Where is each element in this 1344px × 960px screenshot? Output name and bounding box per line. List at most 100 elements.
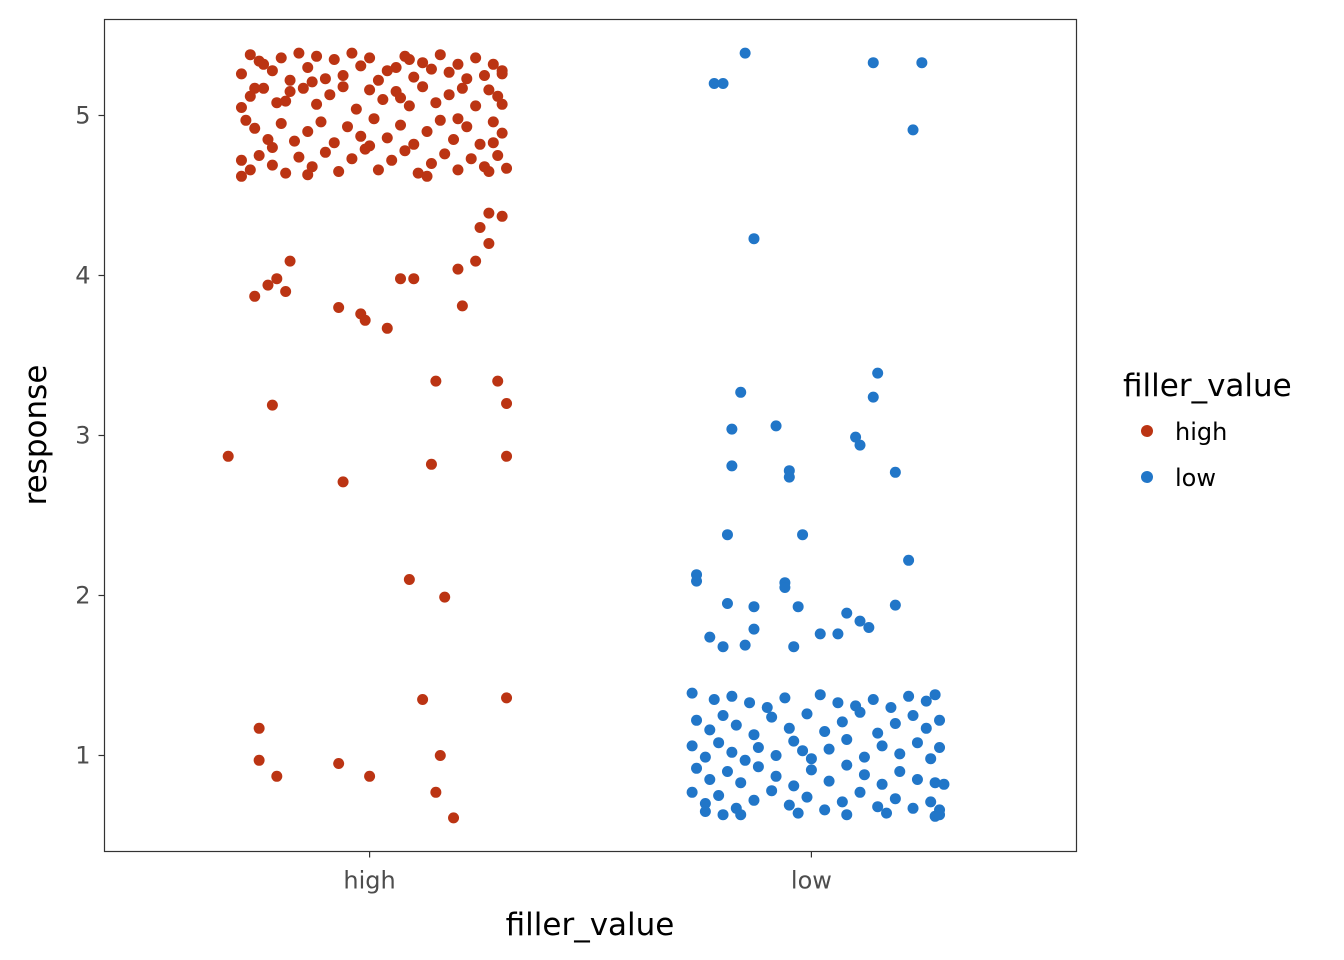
data-point-high bbox=[496, 98, 508, 110]
data-point-high bbox=[478, 70, 490, 81]
data-point-low bbox=[916, 57, 928, 69]
data-point-high bbox=[311, 98, 323, 110]
data-point-low bbox=[708, 78, 720, 89]
data-point-high bbox=[403, 100, 415, 112]
data-point-low bbox=[929, 777, 941, 789]
data-point-high bbox=[271, 97, 283, 109]
data-point-high bbox=[271, 770, 283, 782]
data-point-low bbox=[748, 233, 760, 245]
data-point-high bbox=[381, 322, 393, 334]
data-point-high bbox=[408, 71, 420, 83]
data-point-high bbox=[368, 113, 380, 125]
data-point-low bbox=[867, 391, 879, 403]
data-point-low bbox=[836, 716, 848, 728]
data-point-high bbox=[297, 82, 309, 94]
data-point-high bbox=[461, 73, 473, 85]
data-point-low bbox=[863, 622, 875, 633]
data-point-low bbox=[889, 718, 901, 729]
data-point-high bbox=[492, 375, 504, 387]
data-point-low bbox=[739, 639, 751, 651]
data-point-high bbox=[487, 58, 499, 70]
data-point-low bbox=[704, 724, 716, 736]
data-point-low bbox=[713, 737, 725, 749]
data-point-low bbox=[691, 575, 703, 587]
data-point-low bbox=[814, 689, 826, 701]
data-point-low bbox=[805, 764, 817, 776]
data-point-low bbox=[841, 607, 853, 619]
data-point-low bbox=[691, 762, 703, 774]
x-tick-label: high bbox=[343, 867, 395, 895]
data-point-high bbox=[249, 122, 261, 134]
data-point-low bbox=[726, 746, 738, 758]
legend-title: filler_value bbox=[1123, 368, 1292, 404]
data-point-high bbox=[430, 97, 442, 109]
data-point-low bbox=[717, 809, 729, 821]
data-point-high bbox=[403, 574, 415, 585]
data-point-high bbox=[461, 121, 473, 133]
data-point-high bbox=[244, 164, 256, 176]
data-point-high bbox=[337, 476, 349, 488]
data-point-low bbox=[841, 759, 853, 771]
data-point-high bbox=[328, 54, 340, 65]
data-point-low bbox=[717, 641, 729, 653]
data-point-high bbox=[306, 161, 318, 173]
data-point-low bbox=[788, 780, 800, 792]
data-point-high bbox=[346, 47, 358, 59]
data-point-low bbox=[938, 778, 950, 790]
data-point-low bbox=[920, 695, 932, 707]
data-point-high bbox=[342, 121, 353, 133]
data-point-low bbox=[832, 628, 844, 640]
data-point-high bbox=[235, 154, 247, 166]
legend-key-high bbox=[1141, 425, 1153, 437]
data-point-low bbox=[717, 78, 729, 89]
data-point-high bbox=[448, 134, 460, 145]
data-point-high bbox=[262, 134, 274, 145]
data-point-high bbox=[452, 113, 464, 125]
data-point-low bbox=[885, 702, 897, 713]
data-point-low bbox=[730, 719, 742, 731]
data-point-low bbox=[783, 722, 795, 734]
data-point-low bbox=[752, 742, 764, 753]
data-point-low bbox=[832, 697, 844, 709]
data-point-high bbox=[324, 89, 336, 101]
data-point-low bbox=[854, 439, 866, 451]
data-point-high bbox=[253, 150, 265, 161]
data-point-high bbox=[456, 300, 468, 312]
data-point-high bbox=[235, 102, 247, 113]
data-point-high bbox=[465, 153, 477, 165]
data-point-low bbox=[854, 786, 866, 798]
data-point-high bbox=[266, 142, 278, 153]
data-point-high bbox=[275, 52, 287, 64]
data-point-high bbox=[417, 694, 429, 705]
data-point-low bbox=[858, 751, 870, 763]
data-point-high bbox=[417, 81, 429, 93]
data-point-high bbox=[293, 151, 305, 163]
data-point-low bbox=[925, 796, 937, 808]
data-point-low bbox=[704, 774, 716, 785]
data-point-low bbox=[881, 807, 893, 819]
data-point-high bbox=[390, 62, 402, 73]
data-point-high bbox=[443, 89, 455, 101]
data-point-low bbox=[854, 615, 866, 627]
x-tick-label: low bbox=[791, 867, 832, 895]
data-point-high bbox=[456, 82, 468, 94]
data-point-high bbox=[280, 167, 292, 179]
data-point-high bbox=[253, 55, 265, 67]
data-point-high bbox=[474, 138, 486, 150]
data-point-low bbox=[770, 770, 782, 782]
data-point-high bbox=[487, 137, 499, 149]
data-point-high bbox=[302, 62, 314, 73]
data-point-low bbox=[920, 722, 932, 734]
data-point-low bbox=[748, 794, 760, 806]
data-point-high bbox=[483, 84, 495, 96]
data-point-high bbox=[501, 692, 513, 704]
legend-label-high: high bbox=[1175, 418, 1227, 446]
data-point-high bbox=[474, 222, 486, 233]
data-point-low bbox=[739, 754, 751, 766]
data-point-high bbox=[501, 162, 513, 174]
data-point-low bbox=[814, 628, 826, 640]
data-point-high bbox=[408, 138, 420, 150]
data-point-low bbox=[907, 710, 919, 721]
data-point-high bbox=[244, 90, 256, 102]
